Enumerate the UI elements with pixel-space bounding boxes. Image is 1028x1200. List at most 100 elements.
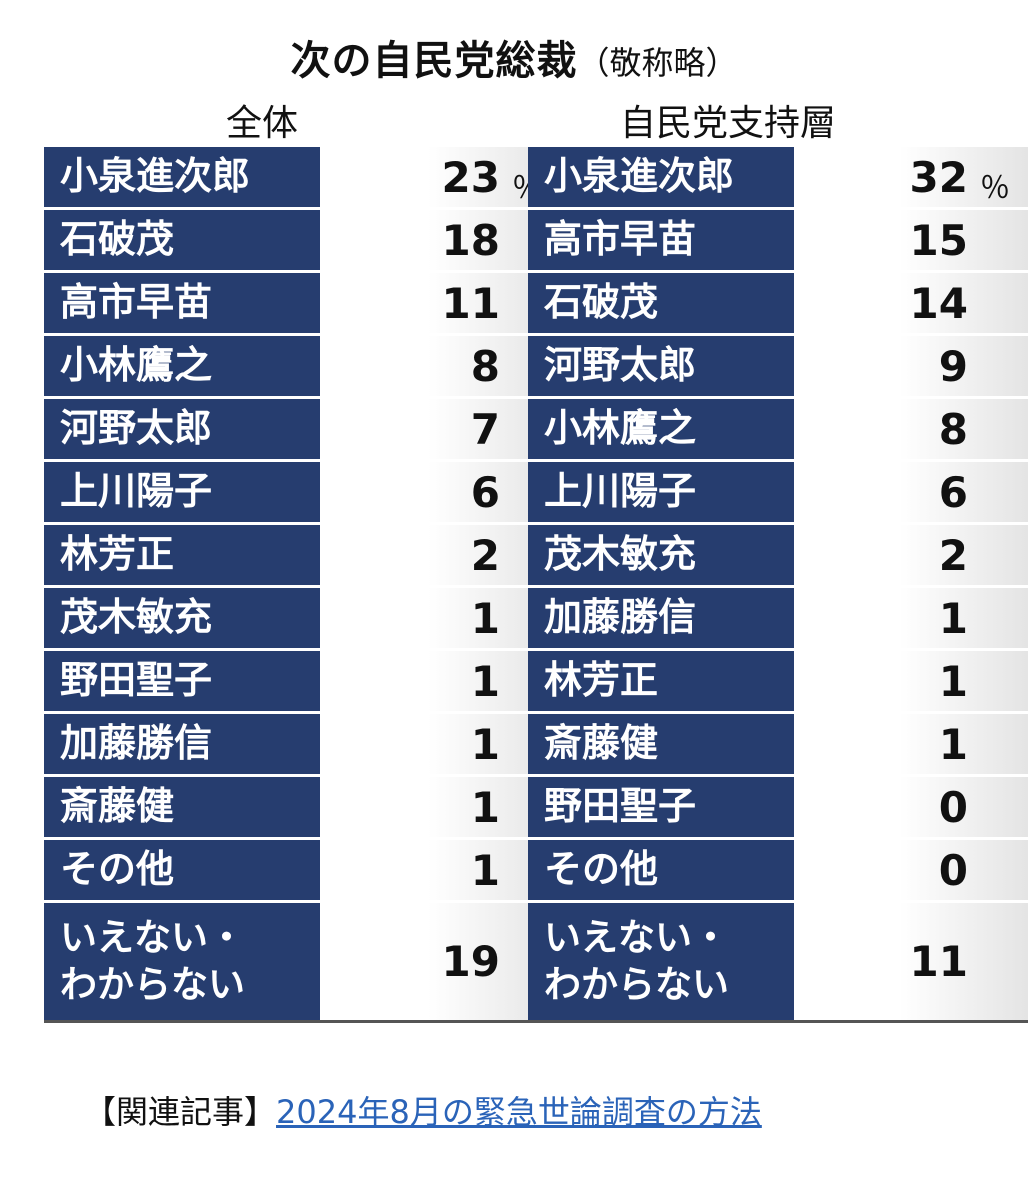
value-number: 9 — [938, 341, 968, 391]
title-note: （敬称略） — [577, 44, 738, 82]
candidate-name: 高市早苗 — [44, 273, 320, 336]
value-number: 7 — [470, 404, 500, 454]
candidate-name: 斎藤健 — [528, 714, 795, 777]
value-number: 1 — [938, 719, 968, 769]
table-row: 加藤勝信 1 — [44, 714, 560, 777]
candidate-name: 茂木敏充 — [528, 525, 795, 588]
percentage-value: 1 — [320, 588, 560, 651]
table-row: 小泉進次郎 32 ％ — [528, 147, 1028, 210]
percentage-value: 6 — [794, 462, 1028, 525]
value-number: 11 — [441, 278, 500, 328]
table-all: 小泉進次郎 23 ％石破茂 18 高市早苗 11 小林鷹之 8 河野太郎 7 上川陽子 6 林芳正 2 茂木… — [44, 147, 560, 1023]
percentage-value: 23 ％ — [320, 147, 560, 210]
subtitle-ldp-supporters: 自民党支持層 — [620, 103, 837, 144]
related-article-link[interactable]: 2024年8月の緊急世論調査の方法 — [276, 1093, 762, 1131]
candidate-name: いえない・ わからない — [528, 903, 795, 1023]
candidate-name: その他 — [44, 840, 320, 903]
candidate-name: 林芳正 — [528, 651, 795, 714]
value-number: 11 — [909, 937, 968, 986]
table-row: 林芳正 1 — [528, 651, 1028, 714]
candidate-name: 河野太郎 — [44, 399, 320, 462]
chart-title: 次の自民党総裁 — [290, 38, 578, 84]
table-row: その他 1 — [44, 840, 560, 903]
percentage-value: 1 — [794, 651, 1028, 714]
value-number: 6 — [938, 467, 968, 517]
table-row: 高市早苗 11 — [44, 273, 560, 336]
candidate-name: 野田聖子 — [44, 651, 320, 714]
table-row: 小泉進次郎 23 ％ — [44, 147, 560, 210]
table-row: 加藤勝信 1 — [528, 588, 1028, 651]
table-row: 高市早苗 15 — [528, 210, 1028, 273]
table-row: 上川陽子 6 — [44, 462, 560, 525]
percentage-value: 9 — [794, 336, 1028, 399]
value-number: 0 — [938, 782, 968, 832]
candidate-name: その他 — [528, 840, 795, 903]
value-number: 2 — [470, 530, 500, 580]
percentage-value: 19 — [320, 903, 560, 1023]
candidate-name: 斎藤健 — [44, 777, 320, 840]
table-row: 野田聖子 0 — [528, 777, 1028, 840]
value-number: 8 — [470, 341, 500, 391]
table-row: 石破茂 18 — [44, 210, 560, 273]
candidate-name: 上川陽子 — [44, 462, 320, 525]
candidate-name: 野田聖子 — [528, 777, 795, 840]
candidate-name: 加藤勝信 — [44, 714, 320, 777]
value-number: 1 — [470, 719, 500, 769]
value-number: 1 — [470, 593, 500, 643]
percentage-value: 11 — [794, 903, 1028, 1023]
table-row: 石破茂 14 — [528, 273, 1028, 336]
candidate-name: 加藤勝信 — [528, 588, 795, 651]
value-number: 32 — [909, 152, 968, 202]
table-row: 河野太郎 9 — [528, 336, 1028, 399]
candidate-name: 小泉進次郎 — [528, 147, 795, 210]
value-number: 6 — [470, 467, 500, 517]
value-number: 1 — [470, 656, 500, 706]
candidate-name: 小林鷹之 — [44, 336, 320, 399]
candidate-name: 河野太郎 — [528, 336, 795, 399]
candidate-name: 小泉進次郎 — [44, 147, 320, 210]
value-number: 14 — [909, 278, 968, 328]
value-number: 1 — [938, 656, 968, 706]
table-row: いえない・ わからない 11 — [528, 903, 1028, 1023]
value-number: 18 — [441, 215, 500, 265]
percentage-value: 18 — [320, 210, 560, 273]
value-number: 23 — [441, 152, 500, 202]
table-row: 小林鷹之 8 — [44, 336, 560, 399]
table-row: 上川陽子 6 — [528, 462, 1028, 525]
percentage-value: 1 — [794, 588, 1028, 651]
subtitle-all: 全体 — [226, 103, 299, 144]
candidate-name: 茂木敏充 — [44, 588, 320, 651]
percentage-value: 1 — [320, 651, 560, 714]
percentage-value: 0 — [794, 840, 1028, 903]
table-row: いえない・ わからない 19 — [44, 903, 560, 1023]
percentage-value: 32 ％ — [794, 147, 1028, 210]
table-row: その他 0 — [528, 840, 1028, 903]
percentage-value: 0 — [794, 777, 1028, 840]
value-number: 2 — [938, 530, 968, 580]
percentage-value: 1 — [320, 777, 560, 840]
related-label: 【関連記事】 — [84, 1093, 277, 1131]
candidate-name: いえない・ わからない — [44, 903, 320, 1023]
percentage-value: 11 — [320, 273, 560, 336]
percentage-value: 7 — [320, 399, 560, 462]
value-number: 15 — [909, 215, 968, 265]
value-number: 19 — [441, 937, 500, 986]
candidate-name: 林芳正 — [44, 525, 320, 588]
percentage-value: 15 — [794, 210, 1028, 273]
candidate-name: 上川陽子 — [528, 462, 795, 525]
value-number: 0 — [938, 845, 968, 895]
value-number: 1 — [470, 782, 500, 832]
percentage-value: 2 — [320, 525, 560, 588]
table-row: 斎藤健 1 — [528, 714, 1028, 777]
candidate-name: 高市早苗 — [528, 210, 795, 273]
candidate-name: 石破茂 — [528, 273, 795, 336]
table-row: 茂木敏充 2 — [528, 525, 1028, 588]
related-articles: 【関連記事】2024年8月の緊急世論調査の方法 — [84, 1087, 762, 1133]
value-number: 1 — [938, 593, 968, 643]
chart-title-block: 次の自民党総裁（敬称略） — [0, 28, 1028, 86]
candidate-name: 石破茂 — [44, 210, 320, 273]
percent-unit: ％ — [980, 171, 1010, 206]
value-number: 1 — [470, 845, 500, 895]
table-ldp-supporters: 小泉進次郎 32 ％ 高市早苗 15 石破茂 14 河野太郎 9 小林鷹之 8 上川陽子 6 茂木敏充 2 加… — [528, 147, 1028, 1023]
percentage-value: 1 — [320, 714, 560, 777]
